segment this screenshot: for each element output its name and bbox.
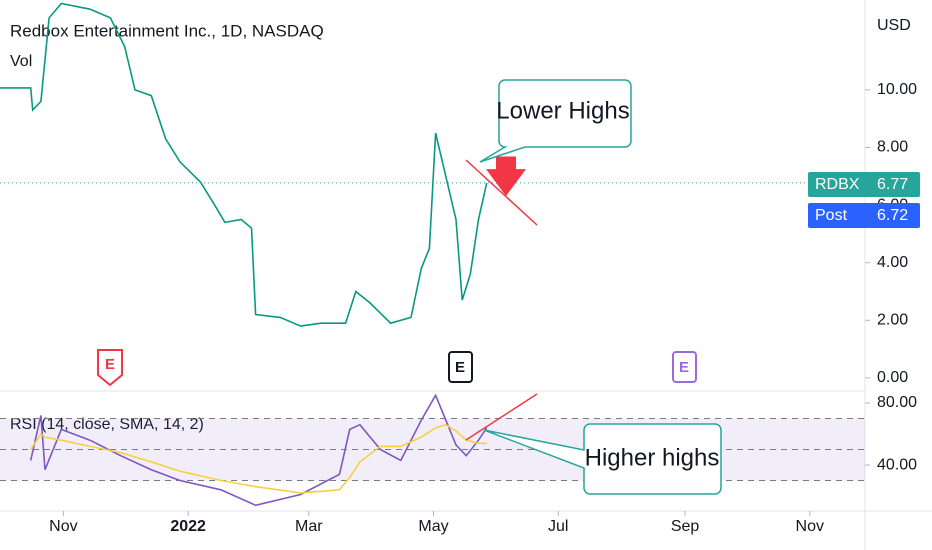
series-line [30,423,487,494]
y-tick-label: 2.00 [877,312,908,329]
x-tick-label: 2022 [170,518,206,535]
price-badge-value: 6.72 [877,207,908,224]
chart-title: Redbox Entertainment Inc., 1D, NASDAQ [10,21,324,40]
x-tick-label: May [418,518,448,535]
currency-label: USD [877,17,911,34]
annotation: Lower Highs [496,97,629,124]
price-badge-value: 6.77 [877,176,908,193]
y-tick-label: 4.00 [877,254,908,271]
y-tick-label: 10.00 [877,81,917,98]
price-badge-name: Post [815,207,848,224]
trend-line [465,159,538,226]
earnings-label: E [679,359,689,376]
y-tick-label: 80.00 [877,394,917,411]
rsi-title: RSI (14, close, SMA, 14, 2) [10,416,204,433]
earnings-marker [672,351,697,383]
price-badge-name: RDBX [815,176,860,193]
x-tick-label: Jul [548,518,568,535]
x-tick-label: Sep [671,518,700,535]
down-arrow [486,156,526,197]
earnings-marker [448,351,473,383]
x-tick-label: Nov [49,518,77,535]
trend-line [465,393,538,441]
y-tick-label: 0.00 [877,369,908,386]
earnings-label: E [105,356,115,373]
price-badge [808,203,920,228]
y-tick-label: 8.00 [877,139,908,156]
series-line [29,393,488,507]
annotation: Higher highs [585,444,720,471]
earnings-label: E [455,359,465,376]
price-badge [808,172,920,197]
callout [483,423,722,495]
volume-label: Vol [10,53,32,70]
callout [479,79,632,163]
series-line [0,2,488,327]
y-tick-label: 40.00 [877,456,917,473]
x-tick-label: Nov [796,518,824,535]
earnings-marker [97,349,123,387]
x-tick-label: Mar [295,518,323,535]
